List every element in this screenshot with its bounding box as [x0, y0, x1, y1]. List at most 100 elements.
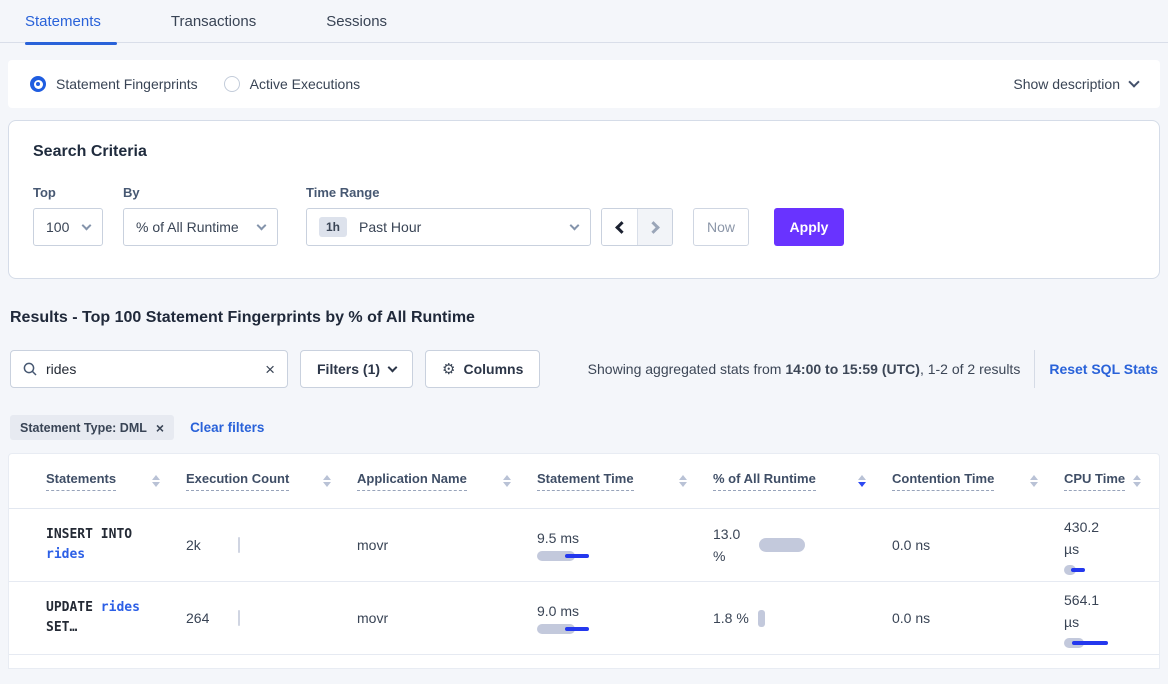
tab-transactions-label: Transactions [170, 12, 257, 30]
filter-chip-label: Statement Type: DML [20, 420, 147, 435]
column-header-application-name[interactable]: Application Name [357, 471, 537, 491]
sort-icon[interactable] [679, 475, 687, 487]
sort-icon[interactable] [152, 475, 160, 487]
statement-time-cell: 9.5 ms [537, 530, 713, 561]
statements-table: Statements Execution Count Application N… [8, 453, 1160, 669]
clear-filters-link[interactable]: Clear filters [190, 420, 265, 435]
column-header-statements[interactable]: Statements [46, 471, 186, 491]
execution-count-value: 264 [186, 610, 210, 626]
stats-prefix: Showing aggregated stats from [587, 361, 786, 377]
radio-active-executions-label: Active Executions [249, 76, 361, 92]
execution-count-value: 2k [186, 537, 201, 553]
statement-time-bar [537, 550, 593, 561]
filter-chip-statement-type[interactable]: Statement Type: DML × [10, 415, 175, 440]
runtime-pct-value: 13.0 % [713, 526, 741, 564]
statement-fingerprint-cell: INSERT INTO rides [46, 525, 164, 565]
runtime-pct-bar [759, 538, 805, 552]
sort-icon[interactable] [503, 475, 511, 487]
column-label: Statements [46, 471, 117, 491]
column-header-cpu-time[interactable]: CPU Time [1064, 471, 1159, 491]
by-field: By % of All Runtime [103, 185, 278, 246]
vertical-divider [1034, 350, 1036, 388]
stats-time-range: 14:00 to 15:59 (UTC) [785, 361, 920, 377]
statement-fingerprint-cell: UPDATE rides SET… [46, 598, 164, 638]
chevron-down-icon [1128, 76, 1140, 88]
filters-button-label: Filters (1) [317, 361, 381, 377]
statement-time-cell: 9.0 ms [537, 603, 713, 634]
sort-icon[interactable] [1030, 475, 1038, 487]
clear-search-icon[interactable]: × [265, 359, 275, 379]
chevron-down-icon [81, 220, 92, 231]
apply-button-label: Apply [789, 219, 829, 235]
column-label: Statement Time [537, 471, 634, 491]
radio-statement-fingerprints[interactable]: Statement Fingerprints [30, 76, 198, 92]
time-range-field: Time Range 1h Past Hour [278, 185, 591, 246]
cpu-time-value: 430.2 µs [1064, 518, 1100, 557]
statement-link[interactable]: rides [100, 600, 140, 615]
table-row: UPDATE rides SET… 264 movr 9.0 ms 1.8 % … [9, 582, 1159, 655]
count-bar [238, 537, 240, 553]
column-header-contention-time[interactable]: Contention Time [892, 471, 1064, 491]
search-criteria-form: Top 100 By % of All Runtime Time Range 1… [33, 185, 1135, 246]
chevron-down-icon [569, 220, 580, 231]
stats-suffix: , 1-2 of 2 results [919, 361, 1021, 377]
sort-icon[interactable] [323, 475, 331, 487]
top-field-label: Top [33, 185, 56, 200]
next-time-window-button[interactable] [637, 209, 672, 245]
sort-icon[interactable] [1133, 475, 1142, 487]
table-row: INSERT INTO rides 2k movr 9.5 ms 13.0 % … [9, 509, 1159, 582]
previous-time-window-button[interactable] [602, 209, 637, 245]
radio-selected-icon [30, 76, 46, 92]
radio-active-executions[interactable]: Active Executions [223, 76, 361, 92]
application-name-cell: movr [357, 537, 389, 553]
cpu-time-bar [1064, 564, 1094, 575]
time-range-value: Past Hour [359, 219, 422, 235]
column-label: CPU Time [1064, 471, 1126, 491]
statement-time-value: 9.5 ms [537, 529, 580, 546]
tab-sessions[interactable]: Sessions [326, 0, 403, 43]
view-mode-radio-group: Statement Fingerprints Active Executions [30, 76, 386, 92]
column-header-statement-time[interactable]: Statement Time [537, 471, 713, 491]
by-select[interactable]: % of All Runtime [123, 208, 278, 246]
show-description-toggle[interactable]: Show description [1013, 76, 1140, 92]
statement-time-bar [537, 623, 593, 634]
search-criteria-card: Search Criteria Top 100 By % of All Runt… [8, 120, 1160, 279]
apply-button[interactable]: Apply [774, 208, 844, 246]
reset-sql-stats-link[interactable]: Reset SQL Stats [1049, 361, 1158, 377]
remove-filter-icon[interactable]: × [155, 419, 165, 436]
chevron-down-icon [387, 362, 398, 373]
by-field-label: By [123, 185, 140, 200]
execution-count-cell: 2k [186, 509, 357, 581]
column-header-runtime-pct[interactable]: % of All Runtime [713, 471, 892, 491]
time-range-field-label: Time Range [306, 185, 380, 200]
top-select[interactable]: 100 [33, 208, 103, 246]
contention-time-cell: 0.0 ns [892, 537, 931, 553]
tab-statements[interactable]: Statements [25, 0, 117, 45]
chevron-right-icon [647, 220, 660, 234]
runtime-pct-cell: 1.8 % [713, 609, 892, 627]
search-input[interactable] [46, 361, 266, 377]
execution-count-cell: 264 [186, 582, 357, 654]
by-select-value: % of All Runtime [136, 219, 239, 235]
columns-button[interactable]: ⚙ Columns [425, 350, 541, 388]
filters-button[interactable]: Filters (1) [300, 350, 414, 388]
statement-search-box[interactable]: × [10, 350, 288, 388]
column-header-execution-count[interactable]: Execution Count [186, 471, 357, 491]
results-heading: Results - Top 100 Statement Fingerprints… [10, 309, 475, 326]
search-criteria-title: Search Criteria [33, 143, 147, 160]
radio-unselected-icon [223, 76, 240, 92]
sort-icon-active-desc[interactable] [858, 475, 866, 487]
view-mode-panel: Statement Fingerprints Active Executions… [8, 60, 1160, 108]
aggregated-stats-text: Showing aggregated stats from 14:00 to 1… [588, 361, 1021, 377]
cpu-time-value: 564.1 µs [1064, 591, 1100, 630]
time-window-stepper [601, 208, 673, 246]
now-button[interactable]: Now [693, 208, 749, 246]
count-bar [238, 610, 240, 626]
statement-time-value: 9.0 ms [537, 602, 580, 619]
tab-transactions[interactable]: Transactions [171, 0, 272, 43]
runtime-pct-value: 1.8 % [713, 610, 749, 626]
sql-keyword: SET… [46, 620, 78, 635]
statement-link[interactable]: rides [46, 547, 86, 562]
table-header-row: Statements Execution Count Application N… [9, 454, 1159, 509]
time-range-select[interactable]: 1h Past Hour [306, 208, 591, 246]
